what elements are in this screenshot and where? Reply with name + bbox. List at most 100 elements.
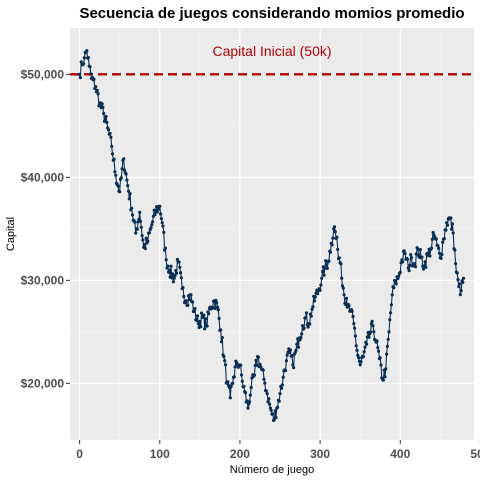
data-point: [385, 344, 389, 348]
data-point: [361, 355, 365, 359]
data-point: [302, 326, 306, 330]
data-point: [229, 384, 233, 389]
series-group: [78, 48, 466, 422]
data-point: [88, 65, 92, 69]
data-point: [191, 300, 195, 304]
data-point: [160, 221, 164, 225]
data-point: [401, 260, 405, 264]
data-point: [97, 104, 101, 108]
data-point: [333, 230, 337, 234]
data-point: [344, 302, 348, 307]
data-point: [313, 295, 317, 299]
data-point: [128, 192, 132, 196]
data-point: [245, 399, 249, 403]
data-point: [171, 272, 175, 276]
chart-title: Secuencia de juegos considerando momios …: [79, 5, 464, 22]
y-tick-label: $20,000: [21, 376, 65, 390]
data-point: [444, 228, 448, 232]
data-point: [402, 249, 406, 253]
data-point: [280, 383, 284, 387]
data-point: [350, 309, 354, 313]
data-point: [392, 286, 396, 290]
data-point: [110, 152, 115, 156]
data-point: [416, 247, 420, 251]
data-point: [174, 268, 178, 273]
data-point: [256, 355, 260, 359]
data-point: [157, 207, 161, 211]
data-point: [173, 274, 177, 278]
data-point: [143, 246, 147, 251]
data-point: [292, 366, 296, 370]
data-point: [179, 276, 183, 280]
y-tick-label: $40,000: [21, 170, 65, 184]
data-point: [445, 223, 450, 227]
data-point: [372, 330, 376, 334]
data-point: [120, 167, 124, 171]
data-point: [403, 252, 407, 256]
data-point: [192, 309, 196, 313]
data-point: [461, 280, 465, 284]
data-point: [331, 236, 335, 240]
data-point: [146, 239, 150, 243]
data-point: [138, 219, 143, 223]
data-point: [388, 318, 392, 322]
data-point: [269, 408, 273, 412]
data-point: [186, 303, 190, 307]
x-tick-label: 500: [470, 447, 480, 461]
data-point: [319, 283, 323, 287]
data-point: [246, 406, 250, 410]
data-point: [139, 225, 143, 229]
data-point: [359, 360, 363, 364]
data-point: [82, 62, 86, 66]
data-point: [232, 375, 236, 379]
data-point: [342, 293, 346, 297]
data-point: [320, 270, 325, 274]
data-point: [437, 246, 441, 250]
data-point: [398, 270, 402, 274]
data-point: [337, 256, 341, 260]
data-point: [116, 184, 120, 188]
data-point: [240, 379, 244, 383]
data-point: [353, 326, 357, 330]
data-point: [429, 246, 434, 250]
data-point: [340, 276, 344, 280]
data-point: [86, 56, 90, 60]
data-point: [193, 307, 197, 311]
plot-panel: [70, 28, 474, 440]
data-point: [378, 356, 382, 360]
data-point: [182, 294, 186, 299]
data-point: [371, 324, 375, 328]
data-point: [82, 56, 86, 60]
data-point: [255, 363, 259, 367]
data-point: [387, 330, 391, 334]
data-point: [324, 259, 328, 263]
data-point: [248, 400, 252, 404]
data-point: [134, 231, 138, 235]
data-point: [436, 244, 440, 248]
data-point: [273, 409, 277, 413]
data-point: [196, 322, 200, 326]
y-axis-ticks: $20,000 $30,000 $40,000 $50,000: [21, 67, 70, 390]
data-point: [215, 305, 220, 309]
data-point: [379, 363, 383, 367]
data-point: [184, 299, 188, 303]
data-point: [285, 353, 289, 357]
data-point: [377, 349, 381, 353]
data-point: [357, 356, 361, 360]
data-point: [195, 318, 199, 322]
data-point: [214, 298, 218, 302]
data-point: [78, 76, 82, 80]
data-point: [202, 313, 206, 317]
data-point: [153, 213, 157, 217]
data-point: [409, 256, 414, 260]
data-point: [437, 251, 442, 255]
y-tick-label: $30,000: [21, 273, 65, 287]
data-point: [163, 246, 167, 250]
reference-line-label: Capital Inicial (50k): [212, 43, 331, 59]
data-point: [96, 92, 100, 96]
data-point: [413, 265, 418, 269]
data-point: [439, 256, 443, 260]
data-point: [413, 262, 417, 266]
data-point: [355, 348, 359, 352]
